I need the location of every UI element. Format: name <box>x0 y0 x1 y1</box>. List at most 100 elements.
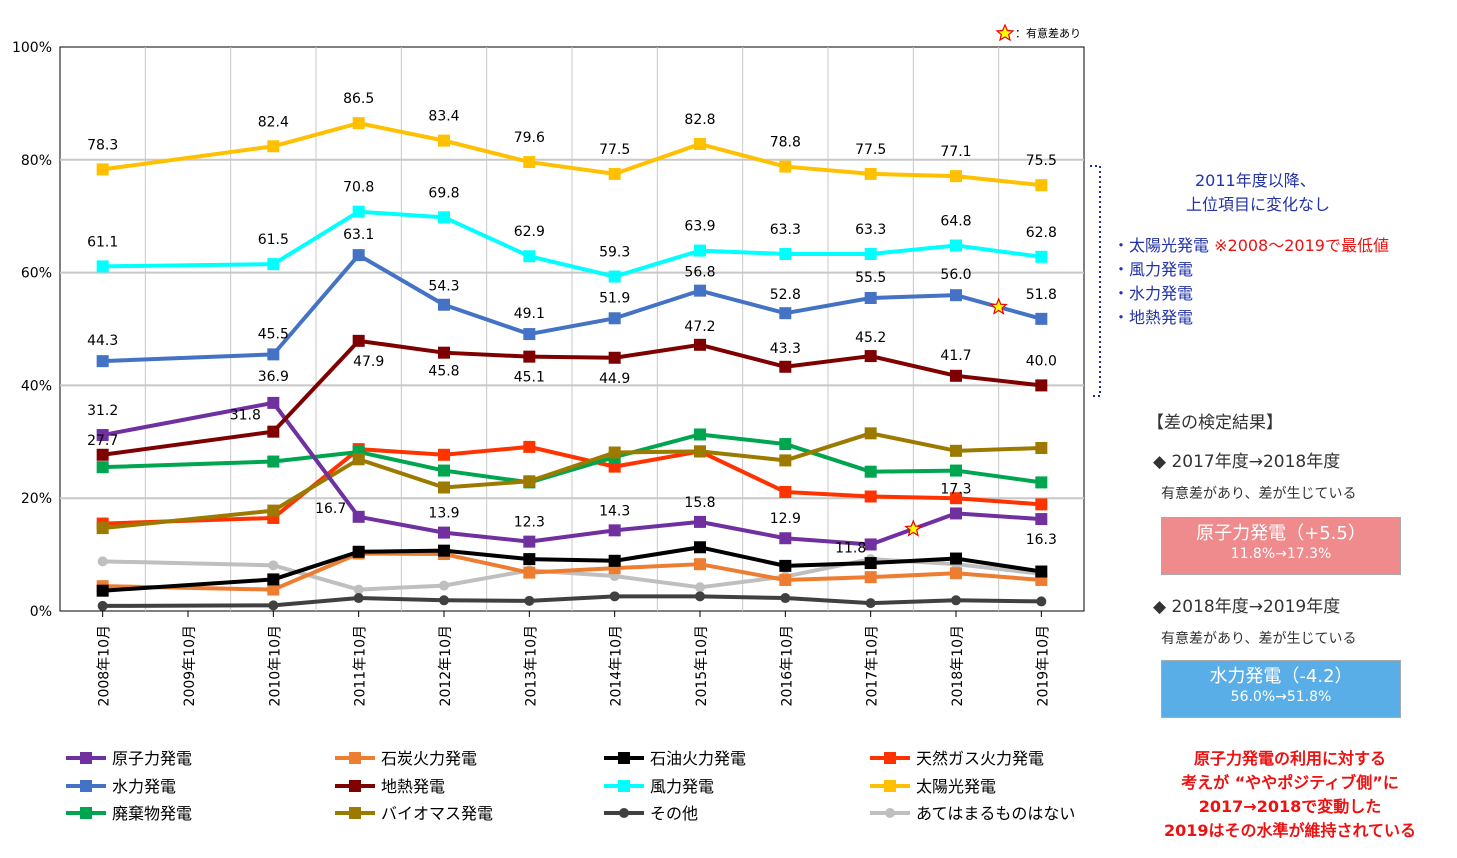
data-point <box>523 156 536 169</box>
data-point <box>779 532 792 545</box>
message-line-1: 原子力発電の利用に対する <box>1193 749 1386 768</box>
data-point <box>267 140 280 153</box>
data-point <box>1035 379 1048 392</box>
data-point <box>608 312 621 325</box>
data-point <box>864 557 877 570</box>
data-point <box>352 545 365 558</box>
data-point <box>608 446 621 459</box>
data-label: 51.8 <box>1026 287 1057 303</box>
legend-marker <box>618 752 630 764</box>
data-label: 63.1 <box>343 227 374 243</box>
data-point <box>864 350 877 363</box>
data-point <box>96 163 109 176</box>
data-point <box>96 461 109 474</box>
series-太陽光発電 <box>96 117 1048 192</box>
y-tick-label: 80% <box>21 153 52 169</box>
data-point <box>96 429 109 442</box>
data-point <box>438 211 450 224</box>
data-point <box>694 558 706 571</box>
data-point <box>694 428 706 441</box>
legend-marker <box>884 752 896 764</box>
series-風力発電 <box>96 205 1048 283</box>
data-label: 45.1 <box>514 370 545 386</box>
legend-marker <box>349 807 361 819</box>
data-point <box>353 593 364 604</box>
data-point <box>864 538 877 551</box>
data-point <box>352 205 365 218</box>
x-tick-label: 2009年10月 <box>182 625 198 706</box>
data-point <box>950 552 962 565</box>
legend-marker <box>618 780 630 792</box>
data-point <box>779 485 792 498</box>
y-tick-label: 0% <box>30 604 52 620</box>
box1-sub: 11.8%→17.3% <box>1230 546 1332 562</box>
note-item-solar: ・太陽光発電 ※2008～2019で最低値 <box>1113 236 1389 255</box>
data-point <box>438 544 450 557</box>
legend-item: その他 <box>604 804 698 823</box>
data-point <box>439 595 449 606</box>
data-point <box>352 510 365 523</box>
result-heading: 【差の検定結果】 <box>1147 413 1283 433</box>
data-point <box>694 338 706 351</box>
data-point <box>523 566 536 579</box>
data-label: 63.3 <box>770 222 801 238</box>
legend-label: 風力発電 <box>650 777 714 796</box>
data-point <box>695 591 705 602</box>
data-point <box>96 584 109 597</box>
data-point <box>96 260 109 273</box>
data-label: 41.7 <box>940 348 971 364</box>
legend-label: 石油火力発電 <box>650 749 746 768</box>
data-point <box>950 507 962 520</box>
series-石油火力発電 <box>96 541 1048 597</box>
data-point <box>950 369 962 382</box>
data-label: 14.3 <box>599 503 630 519</box>
data-label: 56.0 <box>940 267 971 283</box>
data-point <box>523 535 536 548</box>
data-label: 13.9 <box>428 506 459 522</box>
data-point <box>1035 565 1048 578</box>
data-label: 78.3 <box>87 137 118 153</box>
data-point <box>438 448 450 461</box>
note-title-2: 上位項目に変化なし <box>1186 195 1331 214</box>
data-label: 52.8 <box>770 287 801 303</box>
data-point <box>779 360 792 373</box>
data-label: 47.2 <box>684 319 715 335</box>
data-point <box>864 465 877 478</box>
significance-note-text: ：有意差あり <box>1015 26 1081 40</box>
data-point <box>97 600 108 611</box>
box2-title: 水力発電（-4.2） <box>1209 666 1353 687</box>
data-label: 77.1 <box>940 144 971 160</box>
data-point <box>438 464 450 477</box>
legend-item: 天然ガス火力発電 <box>870 749 1044 768</box>
legend-item: バイオマス発電 <box>335 804 493 823</box>
data-point <box>267 573 280 586</box>
data-point <box>96 448 109 461</box>
data-point <box>267 396 280 409</box>
note-item-wind: ・風力発電 <box>1113 260 1194 279</box>
data-label: 44.3 <box>87 333 118 349</box>
data-point <box>267 258 280 271</box>
data-point <box>1035 442 1048 455</box>
x-tick-label: 2012年10月 <box>438 625 454 706</box>
legend-marker <box>349 752 361 764</box>
x-tick-label: 2017年10月 <box>865 625 881 706</box>
x-tick-label: 2016年10月 <box>779 625 795 706</box>
data-label: 45.2 <box>855 330 886 346</box>
data-point <box>523 328 536 341</box>
data-point <box>1036 596 1047 607</box>
legend-item: あてはまるものはない <box>870 804 1075 823</box>
data-label: 15.8 <box>684 495 715 511</box>
x-tick-label: 2011年10月 <box>353 625 369 706</box>
star-icon <box>989 297 1008 315</box>
data-point <box>779 559 792 572</box>
data-point <box>779 454 792 467</box>
data-point <box>352 334 365 347</box>
data-label: 75.5 <box>1026 153 1057 169</box>
data-label: 54.3 <box>428 279 459 295</box>
data-point <box>267 583 280 596</box>
data-point <box>779 160 792 173</box>
significance-note: ：有意差あり <box>995 23 1081 42</box>
data-point <box>864 571 877 584</box>
compare1-sub: 有意差があり、差が生じている <box>1161 486 1357 502</box>
y-tick-label: 20% <box>21 491 52 507</box>
